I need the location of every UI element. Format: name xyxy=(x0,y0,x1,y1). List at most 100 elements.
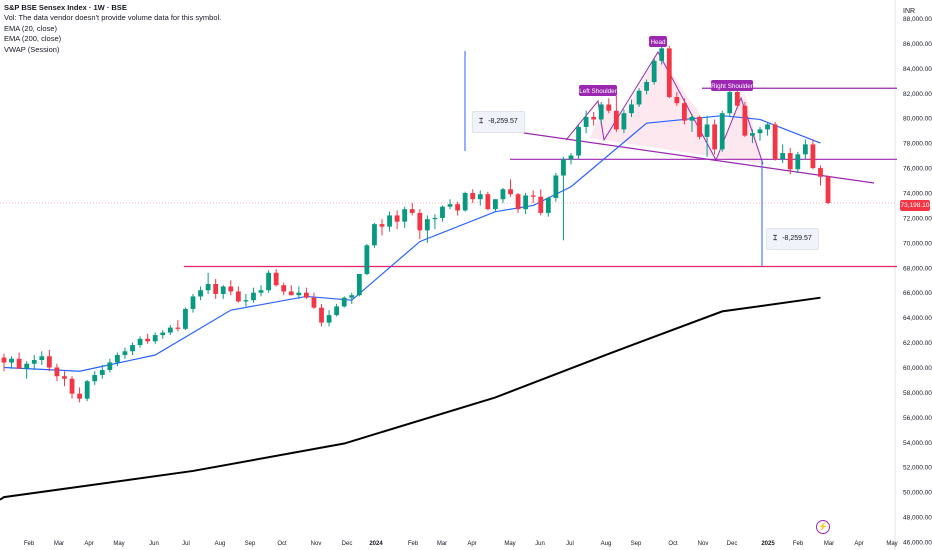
candles xyxy=(1,44,831,403)
candle-body xyxy=(288,291,294,296)
candle-body xyxy=(213,283,219,294)
candle-body xyxy=(31,360,37,364)
x-tick-label: Jun xyxy=(149,541,159,547)
candle-body xyxy=(689,116,695,121)
pattern-label: Left Shoulder xyxy=(579,85,617,96)
x-tick-label: Sep xyxy=(245,541,256,547)
candle-body xyxy=(167,327,173,333)
y-axis-unit: INR xyxy=(903,8,915,15)
x-tick-label: Dec xyxy=(342,541,353,547)
y-tick-label: 64,000.00 xyxy=(903,315,932,322)
candle-body xyxy=(606,104,612,111)
pattern-label: Right Shoulder xyxy=(711,80,753,91)
x-tick-label: May xyxy=(504,541,515,547)
candle-body xyxy=(576,126,581,156)
pattern-label-text: Right Shoulder xyxy=(711,83,753,90)
x-tick-label: Sep xyxy=(631,541,642,547)
y-tick-label: 46,000.00 xyxy=(903,540,932,547)
candle-body xyxy=(198,290,203,297)
candle-body xyxy=(205,283,211,291)
candle-body xyxy=(757,129,763,134)
x-tick-label: Jul xyxy=(182,541,190,547)
candle-body xyxy=(651,60,657,83)
y-tick-label: 80,000.00 xyxy=(903,116,932,123)
pattern-label-text: Left Shoulder xyxy=(579,88,616,95)
y-tick-label: 70,000.00 xyxy=(903,240,932,247)
candle-body xyxy=(810,144,816,169)
pattern-label: Head xyxy=(649,36,667,47)
candle-body xyxy=(697,116,702,137)
candle-body xyxy=(296,292,302,296)
candle-body xyxy=(379,224,385,227)
legend-vwap[interactable]: VWAP (Session) xyxy=(4,44,60,54)
candle-body xyxy=(515,194,521,210)
candle-body xyxy=(319,307,324,323)
x-tick-label: Jul xyxy=(566,541,574,547)
y-tick-label: 78,000.00 xyxy=(903,141,932,148)
candle-body xyxy=(508,189,513,195)
x-tick-label: 2024 xyxy=(369,541,383,547)
candle-body xyxy=(447,204,453,207)
candle-body xyxy=(750,133,755,136)
candle-body xyxy=(538,196,544,213)
measure-label-top: ⌶ -8,259.57 xyxy=(472,111,525,133)
candle-body xyxy=(258,290,264,293)
candle-body xyxy=(160,332,166,336)
candle-body xyxy=(304,292,309,298)
candle-body xyxy=(152,335,158,342)
y-tick-label: 56,000.00 xyxy=(903,415,932,422)
legend-ema200[interactable]: EMA (200, close) xyxy=(4,34,62,44)
candle-body xyxy=(145,338,151,342)
x-tick-label: Mar xyxy=(54,541,64,547)
candle-body xyxy=(402,209,408,222)
legend-volume-note: Vol: The data vendor doesn't provide vol… xyxy=(4,13,222,23)
candle-body xyxy=(228,286,234,292)
candle-body xyxy=(704,124,710,137)
candle-body xyxy=(1,357,7,363)
candle-body xyxy=(251,292,256,301)
pattern-label-bg xyxy=(579,85,617,96)
candle-body xyxy=(787,153,793,170)
legend-ema20[interactable]: EMA (20, close) xyxy=(4,23,57,33)
neckline-trendline xyxy=(523,132,875,184)
candle-body xyxy=(568,155,574,160)
candle-body xyxy=(243,300,249,302)
flash-icon[interactable]: ⚡ xyxy=(816,520,830,534)
x-axis: Feb Mar Apr May Jun Jul Aug Sep Oct Nov Dec 2024 Feb… xyxy=(24,541,898,547)
candle-body xyxy=(772,124,778,160)
candle-body xyxy=(485,194,491,210)
candle-body xyxy=(765,124,770,130)
candle-body xyxy=(455,204,460,211)
measure-value-bottom: -8,259.57 xyxy=(782,235,812,242)
x-tick-label: Mar xyxy=(437,541,447,547)
candle-body xyxy=(69,378,75,394)
candle-body xyxy=(54,367,60,377)
x-tick-label: Jun xyxy=(535,541,545,547)
candle-body xyxy=(417,212,423,231)
y-tick-label: 50,000.00 xyxy=(903,490,932,497)
last-price-tag: 73,198.10 xyxy=(900,200,930,211)
candle-body xyxy=(493,199,498,210)
candle-body xyxy=(130,345,135,352)
candle-body xyxy=(273,272,279,286)
chart-legend: S&P BSE Sensex Index · 1W · BSE Vol: The… xyxy=(4,3,221,55)
x-tick-label: May xyxy=(886,541,897,547)
candle-body xyxy=(24,363,30,369)
candle-body xyxy=(621,113,627,130)
candle-body xyxy=(220,286,226,294)
measure-icon: ⌶ xyxy=(773,235,778,242)
candle-body xyxy=(659,48,665,61)
candle-body xyxy=(62,376,67,379)
pattern-outline xyxy=(565,50,764,165)
candle-body xyxy=(591,116,597,120)
candle-body xyxy=(674,96,680,104)
y-tick-label: 60,000.00 xyxy=(903,365,932,372)
x-tick-label: Mar xyxy=(824,541,834,547)
measure-label-bottom: ⌶ -8,259.57 xyxy=(766,228,819,250)
candle-body xyxy=(183,308,188,329)
candle-body xyxy=(341,297,347,307)
x-tick-label: Nov xyxy=(311,541,322,547)
y-tick-label: 76,000.00 xyxy=(903,166,932,173)
